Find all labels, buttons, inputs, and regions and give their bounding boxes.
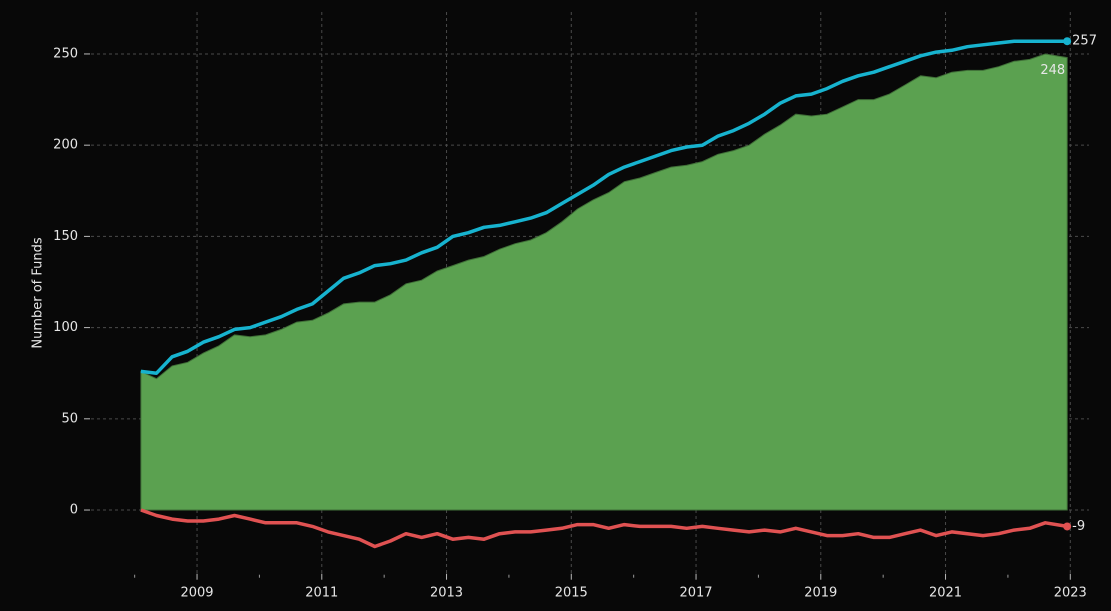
x-tick-label: 2019 xyxy=(804,586,837,601)
x-tick-label: 2023 xyxy=(1054,586,1087,601)
x-tick-label: 2017 xyxy=(679,586,712,601)
line xyxy=(140,508,1068,549)
area xyxy=(140,53,1068,511)
x-tick-label: 2021 xyxy=(929,586,962,601)
y-tick-label: 250 xyxy=(53,46,78,61)
end-label: 257 xyxy=(1072,34,1097,49)
y-tick-label: 50 xyxy=(61,411,78,426)
x-tick-label: 2009 xyxy=(180,586,213,601)
end-marker xyxy=(1063,37,1072,46)
y-tick-label: 200 xyxy=(53,138,78,153)
end-marker xyxy=(1063,522,1072,531)
y-tick-label: 0 xyxy=(70,503,78,518)
y-tick-label: 100 xyxy=(53,320,78,335)
line xyxy=(140,39,1068,375)
end-label: 248 xyxy=(1040,63,1065,78)
x-tick-label: 2013 xyxy=(430,586,463,601)
y-tick-label: 150 xyxy=(53,229,78,244)
x-tick-label: 2015 xyxy=(555,586,588,601)
end-label: -9 xyxy=(1072,519,1085,534)
y-axis-label: Number of Funds xyxy=(31,237,46,349)
x-tick-label: 2011 xyxy=(305,586,338,601)
